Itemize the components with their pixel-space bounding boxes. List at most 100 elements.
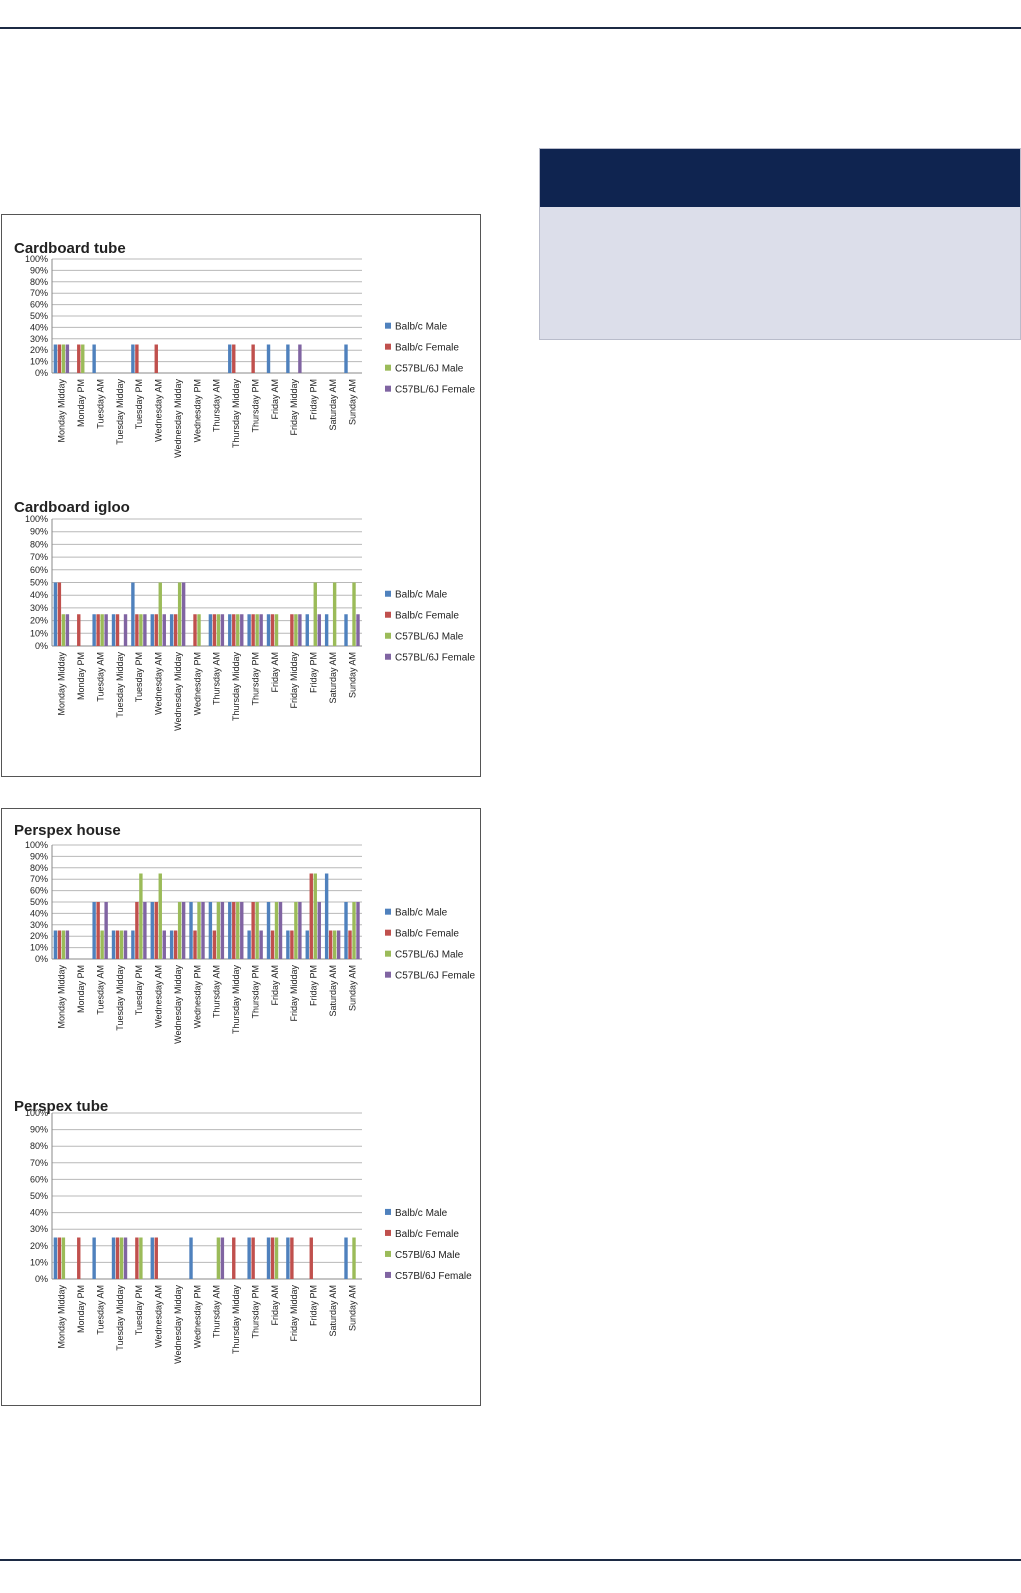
- legend-swatch: [385, 1208, 391, 1215]
- y-tick-label: 20%: [30, 931, 48, 941]
- chart-panel-perspex: Perspex house 0% 10% 20% 30% 40% 50% 60% 70% 80% 9…: [1, 808, 481, 1406]
- x-tick-label: Wednesday Midday: [173, 1285, 183, 1364]
- y-tick-label: 40%: [30, 908, 48, 918]
- legend-label: Balb/c Female: [395, 1229, 459, 1240]
- bar-balb-c-male: [247, 614, 251, 646]
- bar-c57bl-6j-male: [216, 1237, 221, 1279]
- x-tick-label: Wednesday PM: [192, 1285, 202, 1348]
- bar-balb-c-male: [266, 614, 271, 646]
- bar-c57bl-6j-female: [240, 614, 244, 646]
- bar-balb-c-female: [154, 902, 158, 959]
- bar-c57bl-6j-female: [298, 344, 302, 373]
- bar-c57bl-6j-male: [197, 902, 201, 959]
- bar-balb-c-female: [232, 344, 236, 373]
- x-tick-label: Monday Midday: [57, 379, 67, 443]
- x-tick-label: Tuesday PM: [134, 379, 144, 429]
- bar-c57bl-6j-male: [274, 902, 279, 959]
- bar-c57bl-6j-male: [236, 902, 240, 959]
- bar-balb-c-male: [92, 1237, 96, 1279]
- x-tick-label: Friday Midday: [289, 379, 299, 436]
- bar-balb-c-female: [57, 582, 62, 646]
- bar-c57bl-6j-female: [220, 614, 225, 646]
- legend-label: C57BL/6J Female: [395, 653, 475, 664]
- chart-title: Cardboard tube: [14, 240, 126, 257]
- bar-balb-c-female: [270, 1237, 275, 1279]
- y-tick-label: 70%: [30, 552, 48, 562]
- bar-c57bl-6j-female: [143, 614, 147, 646]
- bar-balb-c-male: [131, 930, 135, 959]
- y-tick-label: 40%: [30, 322, 48, 332]
- bar-c57bl-6j-female: [104, 902, 108, 959]
- bar-balb-c-male: [286, 344, 290, 373]
- bar-c57bl-6j-female: [356, 902, 360, 959]
- bar-balb-c-female: [135, 344, 139, 373]
- bar-c57bl-6j-male: [294, 614, 298, 646]
- x-tick-label: Monday PM: [76, 379, 86, 427]
- bar-balb-c-male: [111, 1237, 116, 1279]
- y-tick-label: 90%: [30, 527, 48, 537]
- y-tick-label: 60%: [30, 1174, 48, 1184]
- bar-c57bl-6j-male: [255, 614, 259, 646]
- x-tick-label: Tuesday AM: [95, 965, 105, 1015]
- bar-balb-c-female: [193, 930, 197, 959]
- x-tick-label: Thursday PM: [250, 379, 260, 433]
- legend-label: C57BL/6J Male: [395, 950, 464, 961]
- legend-swatch: [385, 343, 391, 350]
- bar-c57bl-6j-female: [220, 902, 225, 959]
- x-tick-label: Wednesday PM: [192, 652, 202, 715]
- bar-balb-c-female: [115, 930, 120, 959]
- y-tick-label: 10%: [30, 943, 48, 953]
- y-tick-label: 60%: [30, 300, 48, 310]
- y-tick-label: 100%: [25, 254, 48, 264]
- bar-balb-c-female: [115, 1237, 120, 1279]
- bar-c57bl-6j-female: [298, 902, 302, 959]
- bar-c57bl-6j-female: [123, 1237, 128, 1279]
- y-tick-label: 50%: [30, 311, 48, 321]
- bar-c57bl-6j-female: [278, 902, 283, 959]
- legend-label: C57BL/6J Female: [395, 385, 475, 396]
- y-tick-label: 20%: [30, 616, 48, 626]
- bar-balb-c-male: [189, 1237, 193, 1279]
- x-tick-label: Monday PM: [76, 965, 86, 1013]
- bar-balb-c-female: [251, 344, 255, 373]
- bar-c57bl-6j-male: [158, 582, 162, 646]
- bar-c57bl-6j-female: [65, 614, 70, 646]
- bar-balb-c-male: [228, 614, 232, 646]
- bar-c57bl-6j-male: [274, 614, 279, 646]
- bar-balb-c-male: [92, 344, 96, 373]
- y-tick-label: 30%: [30, 920, 48, 930]
- legend-label: Balb/c Male: [395, 590, 448, 601]
- bar-balb-c-female: [290, 930, 294, 959]
- y-tick-label: 0%: [35, 641, 48, 651]
- bar-balb-c-female: [77, 1237, 81, 1279]
- bar-c57bl-6j-male: [119, 930, 124, 959]
- x-tick-label: Sunday AM: [347, 1285, 357, 1331]
- bar-balb-c-male: [169, 930, 174, 959]
- bar-c57bl-6j-male: [313, 582, 317, 646]
- x-tick-label: Monday Midday: [57, 1285, 67, 1349]
- y-tick-label: 80%: [30, 863, 48, 873]
- legend-swatch: [385, 971, 391, 978]
- bar-balb-c-male: [305, 930, 309, 959]
- chart-cardboard-tube: Cardboard tube 0%10% 20%30% 40%50%60% 70%80%…: [14, 240, 475, 458]
- bar-balb-c-female: [96, 614, 100, 646]
- x-tick-label: Friday AM: [270, 379, 280, 420]
- bar-balb-c-female: [270, 930, 275, 959]
- legend-swatch: [385, 950, 391, 957]
- bar-c57bl-6j-male: [158, 873, 162, 959]
- y-tick-label: 80%: [30, 277, 48, 287]
- x-tick-label: Wednesday Midday: [173, 652, 183, 731]
- x-tick-label: Tuesday AM: [95, 1285, 105, 1335]
- bar-c57bl-6j-female: [104, 614, 108, 646]
- bar-c57bl-6j-female: [143, 902, 147, 959]
- bar-c57bl-6j-female: [356, 614, 360, 646]
- bar-balb-c-male: [344, 902, 348, 959]
- x-tick-label: Saturday AM: [328, 652, 338, 704]
- bar-c57bl-6j-female: [259, 930, 263, 959]
- chart-perspex-house: Perspex house 0%10% 20%30% 40%50%60% 70%80% 9…: [14, 822, 475, 1044]
- chart-panel-cardboard: Cardboard tube 0% 10% 20% 30% 40% 50% 60% 70% 80%…: [1, 214, 481, 777]
- legend-label: Balb/c Female: [395, 929, 459, 940]
- x-tick-label: Friday AM: [270, 1285, 280, 1326]
- bar-balb-c-male: [266, 344, 271, 373]
- legend-label: C57BL/6J Female: [395, 971, 475, 982]
